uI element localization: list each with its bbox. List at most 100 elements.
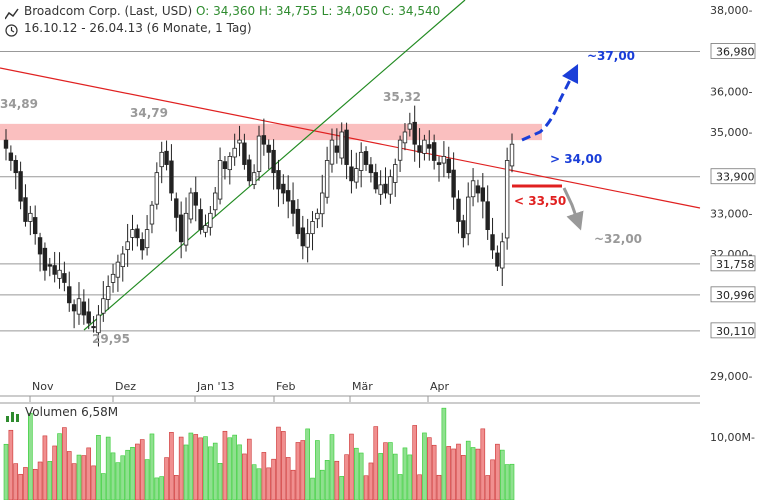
candle-body <box>198 209 203 231</box>
candle-body <box>475 185 481 194</box>
candle <box>373 163 378 194</box>
candle-body <box>149 204 155 225</box>
volume-bar <box>305 428 310 500</box>
candle <box>237 125 242 157</box>
level-tag-label: 33,900 <box>716 171 755 184</box>
candle <box>349 149 354 194</box>
candle-body <box>130 229 135 238</box>
low-value: L: 34,050 <box>321 4 379 18</box>
volume-bar <box>490 459 495 500</box>
candle-body <box>105 286 111 300</box>
candle <box>125 223 130 267</box>
period-text: 16.10.12 - 26.04.13 (6 Monate, 1 Tag) <box>24 21 252 35</box>
candle <box>500 232 505 286</box>
volume-bar <box>246 438 252 500</box>
candle <box>266 139 271 170</box>
volume-bar <box>310 477 315 500</box>
volume-bar <box>339 476 345 500</box>
volume-bar <box>139 439 145 500</box>
candle <box>358 142 364 188</box>
candle <box>42 242 48 281</box>
candle <box>178 201 184 259</box>
volume-bar <box>261 452 267 500</box>
candle-body <box>349 166 354 182</box>
candle <box>466 182 471 246</box>
volume-bar <box>368 462 374 500</box>
level-tag-box <box>710 286 756 303</box>
level-tag-label: 30,110 <box>716 325 755 338</box>
candle-body <box>76 298 82 315</box>
period-info: 16.10.12 - 26.04.13 (6 Monate, 1 Tag) <box>24 21 252 35</box>
candle <box>261 118 267 156</box>
candle-body <box>71 304 77 312</box>
candle-body <box>495 252 500 267</box>
volume-bar <box>203 436 208 500</box>
candle <box>290 182 296 227</box>
candle-body <box>470 180 476 198</box>
candle <box>198 198 203 235</box>
candle <box>91 316 96 333</box>
volume-bar <box>193 434 199 500</box>
volume-bar <box>169 432 174 500</box>
candle <box>8 145 14 171</box>
candle <box>441 141 447 178</box>
candle-body <box>446 158 451 174</box>
y-tick-label: 36,000- <box>710 85 752 98</box>
candle-body <box>431 142 437 161</box>
volume-bar <box>71 463 77 500</box>
candle-body <box>300 227 305 247</box>
candle-body <box>110 273 116 283</box>
candle-body <box>281 183 286 194</box>
target-label-up: ~37,00 <box>587 49 635 63</box>
candle <box>71 299 77 329</box>
candle-body <box>276 170 281 190</box>
candle-body <box>305 233 310 248</box>
x-tick-label: Jan '13 <box>196 380 234 393</box>
candle <box>3 129 9 161</box>
volume-bar <box>499 449 505 500</box>
candle-body <box>266 144 271 153</box>
candle <box>334 128 340 164</box>
volume-bar <box>242 453 247 500</box>
candle-body <box>285 190 291 202</box>
volume-bar <box>271 458 276 500</box>
volume-label: Volumen <box>25 405 78 419</box>
level-tag-box <box>710 322 756 339</box>
candle <box>169 144 174 201</box>
candle <box>232 133 237 166</box>
candle <box>485 185 490 240</box>
candle-body <box>52 265 57 275</box>
candle-body <box>412 121 417 145</box>
chart-header: Broadcom Corp. (Last, USD) O: 34,360 H: … <box>24 4 440 18</box>
volume-bar <box>451 448 456 500</box>
candle-body <box>310 221 315 235</box>
volume-bar <box>144 459 150 500</box>
candle-body <box>504 160 510 239</box>
volume-bar <box>222 430 228 500</box>
candle <box>422 134 427 161</box>
volume-bar <box>422 432 427 500</box>
volume-bar <box>329 434 335 500</box>
candle-body <box>203 225 208 233</box>
volume-bar <box>276 426 281 500</box>
candle-body <box>256 135 262 172</box>
y-tick-label: 35,000- <box>710 126 752 139</box>
volume-bar <box>183 444 189 500</box>
candle-body <box>500 241 505 269</box>
candle-body <box>271 149 276 174</box>
candle <box>164 140 169 171</box>
volume-bar <box>18 473 23 500</box>
volume-bar <box>217 463 223 500</box>
bullish-forecast-arrow <box>521 63 579 142</box>
volume-bar <box>300 440 306 500</box>
volume-bar <box>23 467 28 500</box>
candle-body <box>208 212 213 228</box>
volume-bar <box>101 473 106 500</box>
candle-body <box>188 192 194 220</box>
candle-body <box>8 152 14 161</box>
volume-bar <box>465 440 471 500</box>
downtrend-line <box>0 67 701 209</box>
candle-body <box>397 139 403 161</box>
volume-bar <box>115 462 121 500</box>
